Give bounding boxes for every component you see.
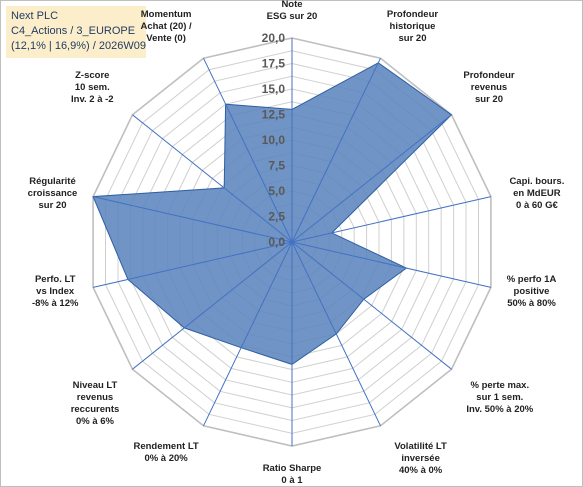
axis-label-line: reccurents [71,404,120,415]
performance-week: (12,1% | 16,9%) / 2026W09 [11,40,146,52]
axis-label-line: -8% à 12% [32,298,79,309]
radar-axis-labels: Note ESG sur 20 Profondeur historique sur 20… [28,0,565,486]
tick-label: 17,5 [262,57,286,71]
axis-label-line: positive [514,286,550,297]
axis-label: Momentum Achat (20) / Vente (0) [140,9,192,44]
axis-label-line: sur 20 [39,200,67,211]
axis-label-line: Note [281,0,302,10]
axis-label-line: Vente (0) [146,33,186,44]
axis-label: Perfo. LT vs Index -8% à 12% [32,274,79,309]
axis-label: Profondeur historique sur 20 [387,9,438,44]
axis-label: % perte max. sur 1 sem. Inv. 50% à 20% [466,380,533,415]
axis-label-line: revenus [77,392,113,403]
axis-spoke [203,57,293,243]
axis-label-line: Profondeur [463,70,514,81]
axis-label-line: Ratio Sharpe [263,463,322,474]
axis-spoke [291,241,452,370]
axis-spoke [291,114,452,243]
tick-label: 2,5 [268,210,285,224]
axis-label-line: croissance [28,188,78,199]
radar-tick-labels: 0,0 2,5 5,0 7,5 10,0 12,5 15,0 17,5 20,0 [262,31,286,249]
axis-label-line: Rendement LT [133,441,198,452]
axis-label-line: sur 20 [475,94,503,105]
axis-label-line: 40% à 0% [399,465,443,476]
axis-label-line: sur 1 sem. [476,392,523,403]
category-path: C4_Actions / 3_EUROPE [11,25,136,37]
axis-spoke [203,241,293,427]
axis-spoke [92,196,293,243]
axis-label-line: Niveau LT [73,380,118,391]
tick-label: 15,0 [262,82,286,96]
axis-label: Rendement LT 0% à 20% [133,441,198,464]
axis-label-line: inversée [401,453,440,464]
axis-label: Ratio Sharpe 0 à 1 [263,463,322,486]
axis-label-line: historique [390,21,436,32]
axis-spoke [291,241,492,288]
axis-label-line: revenus [471,82,507,93]
axis-label-line: 0% à 6% [76,416,115,427]
axis-spoke [291,57,381,243]
tick-label: 7,5 [268,159,285,173]
axis-label: Volatilité LT inversée 40% à 0% [394,441,447,476]
axis-spoke [92,241,293,288]
axis-label: Régularité croissance sur 20 [28,176,78,211]
axis-label-line: vs Index [36,286,75,297]
axis-spoke [291,196,492,243]
axis-label-line: 50% à 80% [507,298,556,309]
axis-label: Niveau LT revenus reccurents 0% à 6% [71,380,120,427]
axis-spoke [132,241,293,370]
axis-label: Capi. bours. en MdEUR 0 à 60 G€ [509,176,564,211]
axis-spoke [132,114,293,243]
axis-label-line: Achat (20) / [140,21,192,32]
axis-label-line: ESG sur 20 [267,11,318,22]
axis-label-line: 0 à 1 [281,475,303,486]
axis-label-line: Volatilité LT [394,441,447,452]
axis-label-line: Inv. 2 à -2 [71,94,114,105]
axis-label-line: sur 20 [399,33,427,44]
chart-header-box: Next PLC C4_Actions / 3_EUROPE (12,1% | … [6,6,146,58]
axis-label-line: 0 à 60 G€ [516,200,558,211]
axis-label: Z-score 10 sem. Inv. 2 à -2 [71,70,114,105]
axis-label-line: Momentum [141,9,192,20]
axis-label-line: Régularité [29,176,75,187]
tick-label: 0,0 [268,235,285,249]
axis-label-line: Inv. 50% à 20% [466,404,533,415]
axis-label: Profondeur revenus sur 20 [463,70,514,105]
axis-label-line: 10 sem. [75,82,110,93]
axis-label-line: 0% à 20% [144,453,188,464]
axis-label-line: Perfo. LT [35,274,76,285]
axis-label: % perfo 1A positive 50% à 80% [507,274,557,309]
tick-label: 20,0 [262,31,286,45]
tick-label: 10,0 [262,133,286,147]
axis-label-line: Profondeur [387,9,438,20]
axis-spoke [291,241,381,427]
tick-label: 5,0 [268,184,285,198]
axis-label: Note ESG sur 20 [267,0,318,22]
tick-label: 12,5 [262,108,286,122]
axis-label-line: Z-score [75,70,109,81]
axis-label-line: % perte max. [470,380,529,391]
axis-label-line: en MdEUR [513,188,561,199]
radar-spokes [92,38,492,446]
axis-label-line: Capi. bours. [509,176,564,187]
company-name: Next PLC [11,10,59,22]
axis-label-line: % perfo 1A [507,274,557,285]
